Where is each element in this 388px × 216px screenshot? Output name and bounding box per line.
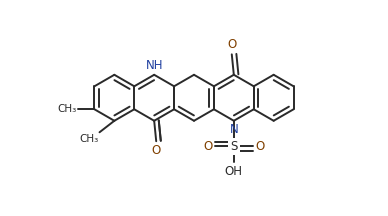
Text: S: S xyxy=(230,140,237,153)
Text: OH: OH xyxy=(225,165,243,178)
Text: CH₃: CH₃ xyxy=(57,104,76,114)
Text: N: N xyxy=(229,123,238,136)
Text: CH₃: CH₃ xyxy=(79,133,98,144)
Text: O: O xyxy=(255,140,264,153)
Text: O: O xyxy=(203,140,213,153)
Text: O: O xyxy=(227,38,236,51)
Text: O: O xyxy=(152,144,161,157)
Text: NH: NH xyxy=(146,59,163,72)
